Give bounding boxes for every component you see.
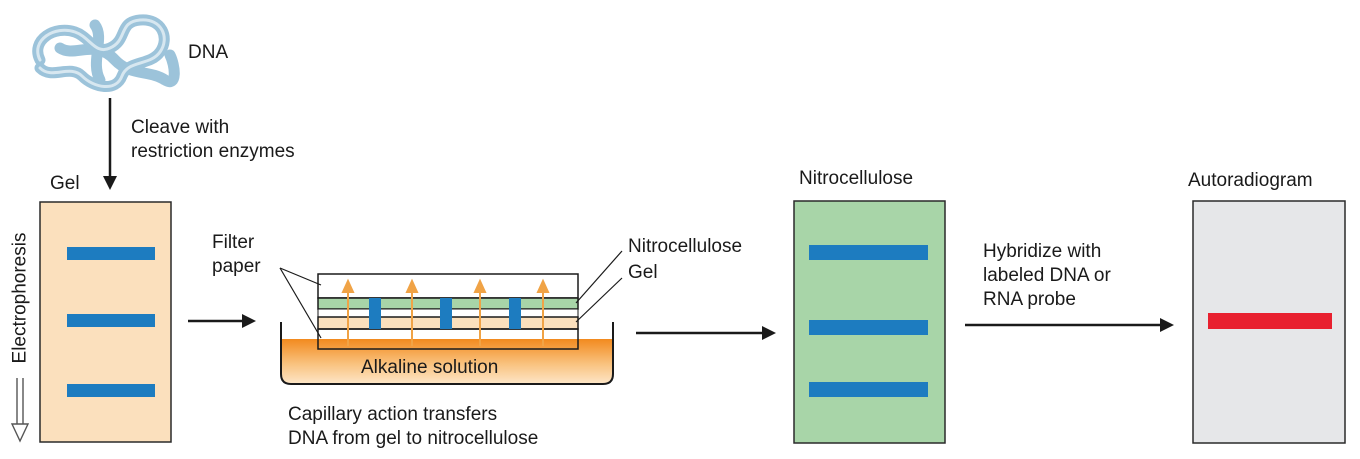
electrophoresis-label: Electrophoresis	[9, 232, 31, 364]
capillary-line-2: DNA from gel to nitrocellulose	[288, 428, 539, 449]
gel-band	[67, 247, 155, 260]
filter-paper-line-1: Filter	[212, 232, 255, 253]
transfer-apparatus	[279, 250, 623, 385]
stack-nitrocellulose-label: Nitrocellulose	[628, 236, 743, 257]
stack-gel-label: Gel	[628, 262, 658, 283]
filter-paper-line-2: paper	[212, 256, 261, 277]
arrow-to-nitrocellulose	[636, 326, 776, 340]
arrow-to-autoradiogram	[965, 318, 1174, 332]
cleave-line-2: restriction enzymes	[131, 141, 295, 162]
alkaline-solution-label: Alkaline solution	[361, 357, 499, 378]
cleave-arrow	[103, 98, 117, 190]
gel-title: Gel	[50, 173, 80, 194]
dna-label: DNA	[188, 42, 229, 63]
nitrocellulose-title: Nitrocellulose	[799, 168, 914, 189]
nitro-band	[809, 245, 928, 260]
probe-band	[1208, 313, 1332, 329]
capillary-line-1: Capillary action transfers	[288, 404, 498, 425]
nitro-band	[809, 382, 928, 397]
hybridize-line-2: labeled DNA or	[983, 265, 1111, 286]
nitro-band	[809, 320, 928, 335]
electrophoresis-arrow	[10, 378, 30, 443]
autoradiogram-title: Autoradiogram	[1188, 170, 1313, 191]
gel-band	[67, 314, 155, 327]
hybridize-line-3: RNA probe	[983, 289, 1076, 310]
gel-band	[67, 384, 155, 397]
arrow-to-transfer	[188, 314, 256, 328]
cleave-line-1: Cleave with	[131, 117, 230, 138]
hybridize-line-1: Hybridize with	[983, 241, 1102, 262]
